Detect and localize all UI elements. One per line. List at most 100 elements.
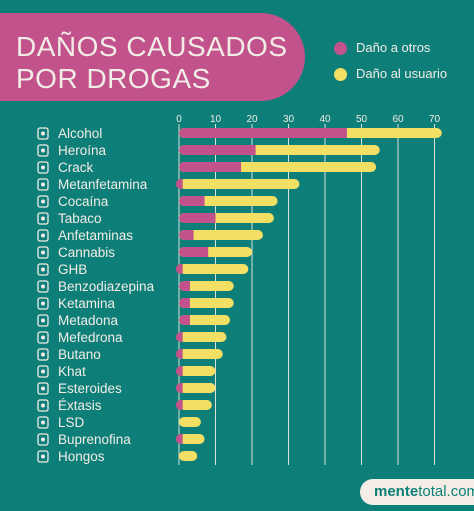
pipe-icon: [37, 161, 49, 174]
gas-can-icon: [37, 348, 49, 361]
icon-detail: [41, 301, 45, 306]
icon-outline: [37, 297, 49, 310]
blotter-icon: [37, 416, 49, 429]
pills-icon: [37, 229, 49, 242]
icon-detail: [41, 131, 45, 136]
x-tick-label: 60: [392, 114, 404, 125]
category-label: LSD: [58, 415, 85, 430]
bar-otros: [179, 281, 190, 291]
icon-outline: [37, 263, 49, 276]
bar-otros: [175, 179, 183, 189]
bar-otros: [179, 196, 205, 206]
icon-detail: [41, 318, 45, 323]
category-label: Hongos: [58, 449, 105, 464]
title-line-1: DAÑOS CAUSADOS: [16, 31, 288, 62]
bar-usuario: [179, 230, 263, 240]
mushroom-icon: [37, 450, 49, 463]
icon-detail: [41, 369, 45, 374]
icon-detail: [41, 420, 45, 425]
brand-bold: mente: [374, 483, 419, 500]
bar-usuario: [179, 451, 198, 461]
syringe-icon: [37, 382, 49, 395]
bar-otros: [175, 264, 183, 274]
bar-otros: [175, 400, 183, 410]
brand-rest: total.com: [418, 483, 474, 500]
leaf-icon: [37, 365, 49, 378]
category-label: Metanfetamina: [58, 177, 148, 192]
bar-otros: [179, 128, 347, 138]
bar-usuario: [179, 281, 234, 291]
icon-outline: [37, 416, 49, 429]
category-label: Mefedrona: [58, 330, 123, 345]
icon-detail: [41, 165, 45, 170]
x-tick-label: 50: [356, 114, 368, 125]
category-label: Ketamina: [58, 296, 116, 311]
icon-detail: [41, 352, 45, 357]
bar-usuario: [179, 417, 201, 427]
icon-outline: [37, 246, 49, 259]
vial-icon: [37, 263, 49, 276]
legend-label-usuario: Daño al usuario: [356, 66, 448, 81]
bar-otros: [179, 315, 190, 325]
category-label: GHB: [58, 262, 87, 277]
crystal-icon: [37, 178, 49, 191]
icon-detail: [41, 216, 45, 221]
category-label: Alcohol: [58, 126, 102, 141]
icon-detail: [41, 335, 45, 340]
x-tick-label: 0: [176, 114, 182, 125]
title-line-2: POR DROGAS: [16, 63, 211, 94]
icon-outline: [37, 144, 49, 157]
bar-usuario: [179, 383, 216, 393]
flask-icon: [37, 331, 49, 344]
blister-icon: [37, 280, 49, 293]
icon-detail: [41, 454, 45, 459]
category-label: Cannabis: [58, 245, 115, 260]
bottle-icon: [37, 127, 49, 140]
category-label: Esteroides: [58, 381, 122, 396]
bar-otros: [175, 434, 183, 444]
icon-detail: [41, 250, 45, 255]
icon-outline: [37, 348, 49, 361]
icon-outline: [37, 433, 49, 446]
x-tick-label: 20: [246, 114, 258, 125]
icon-detail: [41, 148, 45, 153]
x-tick-label: 70: [429, 114, 441, 125]
category-label: Metadona: [58, 313, 119, 328]
bar-usuario: [179, 298, 234, 308]
bar-otros: [179, 213, 216, 223]
bar-usuario: [179, 332, 227, 342]
bar-usuario: [179, 264, 249, 274]
icon-outline: [37, 450, 49, 463]
vial-icon: [37, 297, 49, 310]
bar-otros: [179, 230, 194, 240]
legend-label-otros: Daño a otros: [356, 40, 431, 55]
x-tick-label: 40: [319, 114, 331, 125]
category-label: Khat: [58, 364, 86, 379]
category-label: Éxtasis: [58, 398, 102, 413]
legend-swatch-otros: [334, 42, 347, 55]
icon-outline: [37, 161, 49, 174]
icon-detail: [41, 284, 45, 289]
icon-detail: [41, 182, 45, 187]
icon-outline: [37, 229, 49, 242]
category-label: Tabaco: [58, 211, 102, 226]
bar-otros: [175, 332, 183, 342]
leaf-icon: [37, 246, 49, 259]
bar-usuario: [179, 366, 216, 376]
category-label: Crack: [58, 160, 94, 175]
icon-outline: [37, 280, 49, 293]
category-label: Butano: [58, 347, 101, 362]
category-label: Buprenofina: [58, 432, 131, 447]
icon-outline: [37, 365, 49, 378]
powder-icon: [37, 195, 49, 208]
tablet-icon: [37, 399, 49, 412]
bar-otros: [175, 366, 183, 376]
brand-badge: mentetotal.com: [360, 479, 474, 505]
bar-otros: [179, 298, 190, 308]
bar-otros: [175, 349, 183, 359]
bar-usuario: [179, 434, 205, 444]
x-tick-label: 10: [210, 114, 222, 125]
icon-outline: [37, 178, 49, 191]
